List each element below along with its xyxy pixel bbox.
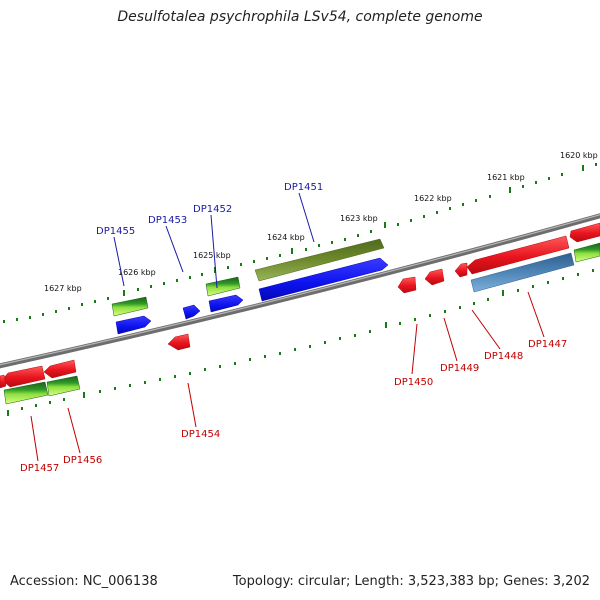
gene-dp1456-green[interactable] <box>46 375 81 397</box>
scale-label-1620: 1620 kbp <box>560 151 598 160</box>
gene-dp1448-red[interactable] <box>466 235 570 275</box>
scale-label-1627: 1627 kbp <box>44 284 82 293</box>
gene-dp1452-blue[interactable] <box>208 294 244 313</box>
gene-dp1456-red[interactable] <box>43 359 77 379</box>
gene-label-dp1455[interactable]: DP1455 <box>96 226 135 237</box>
gene-label-dp1456[interactable]: DP1456 <box>63 455 102 466</box>
label-leaders-bottom <box>30 291 545 462</box>
gene-label-dp1447[interactable]: DP1447 <box>528 339 567 350</box>
gene-dp1454-red[interactable] <box>167 333 191 351</box>
gene-dp1452-green[interactable] <box>205 276 241 297</box>
gene-label-dp1457[interactable]: DP1457 <box>20 463 59 474</box>
gene-dp1455-blue[interactable] <box>115 315 152 335</box>
gene-dp1449-red[interactable] <box>454 262 468 278</box>
scale-label-1624: 1624 kbp <box>267 233 305 242</box>
scale-label-1621: 1621 kbp <box>487 173 525 182</box>
gene-label-dp1453[interactable]: DP1453 <box>148 215 187 226</box>
scale-label-1625: 1625 kbp <box>193 251 231 260</box>
gene-dp1447-green[interactable] <box>573 242 600 263</box>
gene-dp1450-red[interactable] <box>397 276 417 294</box>
genome-backbone <box>0 213 600 369</box>
genome-title: Desulfotalea psychrophila LSv54, complet… <box>117 9 483 25</box>
accession-text: Accession: NC_006138 <box>10 574 158 589</box>
label-leaders <box>113 192 315 289</box>
gene-label-dp1448[interactable]: DP1448 <box>484 351 523 362</box>
gene-label-dp1454[interactable]: DP1454 <box>181 429 220 440</box>
outer-tick-row <box>3 163 597 323</box>
gene-dp1455-green[interactable] <box>111 296 149 317</box>
scale-label-1622: 1622 kbp <box>414 194 452 203</box>
gene-label-dp1452[interactable]: DP1452 <box>193 204 232 215</box>
gene-dp1453-blue[interactable] <box>182 304 201 320</box>
genome-summary-text: Topology: circular; Length: 3,523,383 bp… <box>232 574 590 589</box>
scale-label-1626: 1626 kbp <box>118 268 156 277</box>
gene-dp1447-red[interactable] <box>569 222 600 243</box>
gene-dp1457-green[interactable] <box>3 381 49 405</box>
gene-dp1451-olive[interactable] <box>254 238 385 282</box>
gene-label-dp1451[interactable]: DP1451 <box>284 182 323 193</box>
scale-label-1623: 1623 kbp <box>340 214 378 223</box>
gene-label-dp1450[interactable]: DP1450 <box>394 377 433 388</box>
gene-dp1449b-red[interactable] <box>424 268 445 286</box>
gene-dp1451-blue[interactable] <box>258 257 389 302</box>
inner-tick-row <box>7 269 594 416</box>
gene-dp1448-steel[interactable] <box>470 252 575 293</box>
genome-backbone-highlight <box>0 214 600 366</box>
gene-label-dp1449[interactable]: DP1449 <box>440 363 479 374</box>
gene-edge-red[interactable] <box>0 374 7 389</box>
